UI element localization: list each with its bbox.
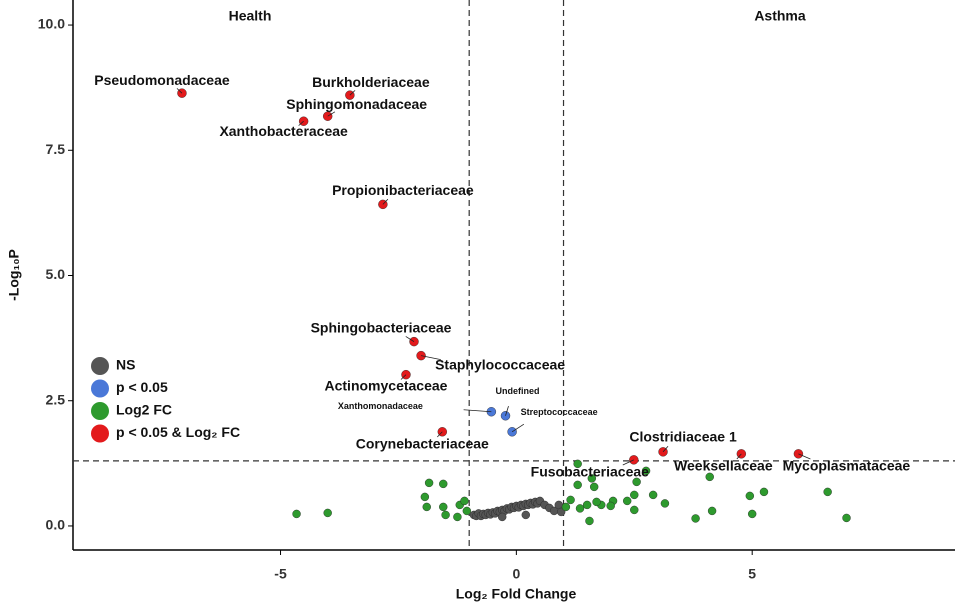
legend-label: NS <box>116 357 135 373</box>
point <box>707 506 717 516</box>
y-tick-label: 0.0 <box>46 517 66 533</box>
point <box>648 490 658 500</box>
point <box>323 508 332 518</box>
point <box>622 496 632 506</box>
point <box>632 477 641 487</box>
point-label: Weeksellaceae <box>674 458 773 474</box>
point-label: Clostridiaceae 1 <box>629 429 737 445</box>
point-label: Actinomycetaceae <box>325 377 448 393</box>
point <box>705 472 714 482</box>
point-label: Staphylococcaceae <box>435 356 565 372</box>
point-label: Streptococcaceae <box>521 407 598 417</box>
label-connector <box>463 409 492 413</box>
point <box>745 491 755 501</box>
point <box>521 510 530 520</box>
x-tick-label: -5 <box>274 566 287 582</box>
point <box>747 509 757 519</box>
point <box>592 497 601 507</box>
label-connector <box>400 374 407 380</box>
label-connector <box>298 120 304 126</box>
point <box>630 490 639 500</box>
label-connector <box>437 431 443 438</box>
y-tick-label: 10.0 <box>38 16 65 32</box>
legend-swatch <box>91 379 109 398</box>
label-connector <box>176 88 183 94</box>
point-label: Propionibacteriaceae <box>332 182 474 198</box>
legend-label: p < 0.05 & Log₂ FC <box>116 424 240 440</box>
label-connector <box>622 459 634 466</box>
point <box>439 502 448 512</box>
point <box>453 512 462 522</box>
label-connector <box>662 445 669 453</box>
point <box>441 510 450 520</box>
group-label: Health <box>229 8 272 24</box>
label-connector <box>327 111 336 117</box>
label-connector <box>349 90 356 96</box>
point <box>566 495 575 505</box>
point <box>439 479 448 489</box>
point <box>823 487 832 497</box>
point <box>660 499 670 508</box>
point <box>575 504 585 513</box>
point <box>582 500 592 510</box>
label-connector <box>736 453 742 460</box>
x-tick-label: 5 <box>748 566 756 582</box>
group-label: Asthma <box>754 8 806 24</box>
point <box>585 516 594 526</box>
point-label: Undefined <box>496 386 540 396</box>
point <box>842 513 851 523</box>
legend-swatch <box>91 424 109 443</box>
point <box>422 502 431 512</box>
point <box>587 474 597 483</box>
point <box>606 501 615 511</box>
point <box>554 500 564 510</box>
point <box>424 478 434 488</box>
point <box>641 466 651 476</box>
legend-label: Log2 FC <box>116 402 172 418</box>
point-label: Burkholderiaceae <box>312 74 430 90</box>
point <box>589 482 599 492</box>
point-label: Fusobacteriaceae <box>531 464 649 480</box>
point <box>759 487 769 497</box>
point <box>691 514 700 523</box>
y-tick-label: 2.5 <box>46 391 66 407</box>
point-label: Sphingobacteriaceae <box>311 319 452 335</box>
y-axis-title: -Log₁₀P <box>6 249 22 301</box>
label-connector <box>405 336 415 342</box>
point <box>573 480 582 490</box>
x-tick-label: 0 <box>512 566 520 582</box>
point <box>292 509 301 519</box>
y-tick-label: 5.0 <box>46 266 66 282</box>
point-label: Mycoplasmataceae <box>783 458 911 474</box>
point-label: Xanthobacteraceae <box>219 123 348 139</box>
label-connector <box>421 355 441 361</box>
point <box>420 492 430 502</box>
y-tick-label: 7.5 <box>46 141 66 157</box>
label-connector <box>382 198 389 205</box>
label-connector <box>505 406 509 416</box>
legend-swatch <box>91 357 109 375</box>
x-axis-title: Log₂ Fold Change <box>456 586 577 602</box>
legend-swatch <box>91 402 109 420</box>
point-label: Pseudomonadaceae <box>94 72 230 88</box>
label-connector <box>798 453 811 460</box>
point <box>498 512 507 522</box>
point <box>460 496 469 506</box>
point <box>561 502 571 512</box>
label-connector <box>511 423 525 433</box>
legend-label: p < 0.05 <box>116 379 168 395</box>
point <box>573 459 582 469</box>
point-label: Xanthomonadaceae <box>338 401 423 411</box>
point <box>462 506 472 516</box>
point-label: Corynebacteriaceae <box>356 435 489 451</box>
point <box>630 505 639 515</box>
point-label: Sphingomonadaceae <box>286 96 427 112</box>
